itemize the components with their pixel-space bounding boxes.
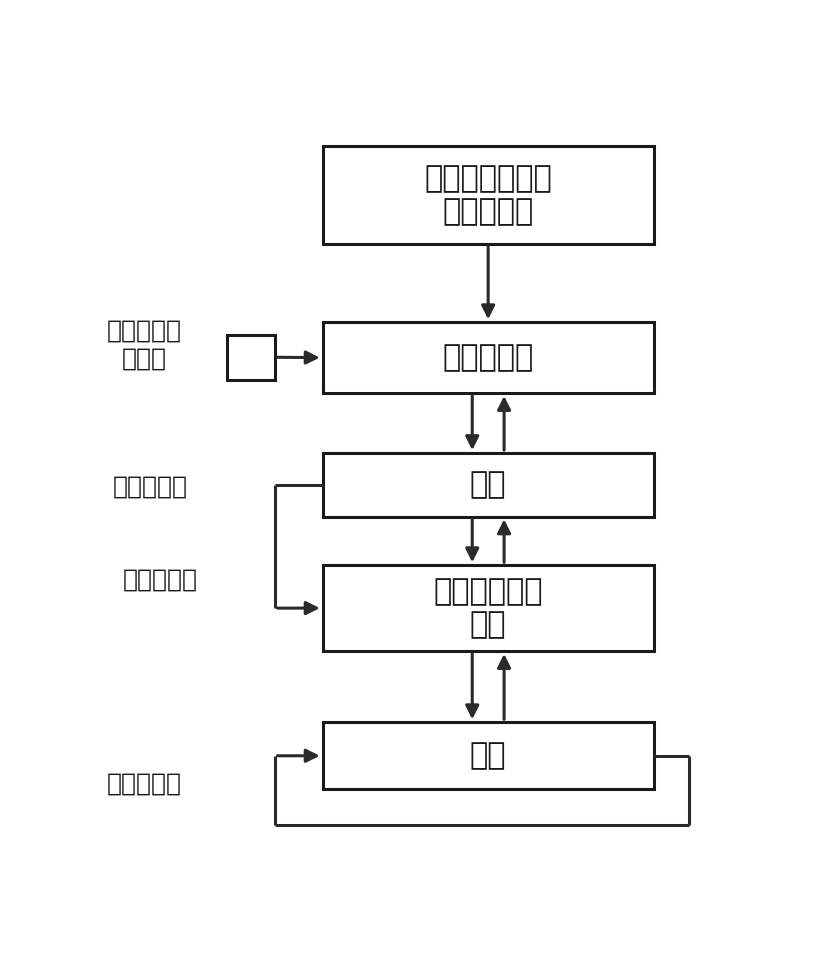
Text: 载荷控制器: 载荷控制器 [113,475,188,499]
Text: 主动指向超静
平台: 主动指向超静 平台 [433,577,543,640]
Text: 快速反射镜: 快速反射镜 [442,343,533,372]
Text: 载荷: 载荷 [470,470,506,499]
Text: 航天器多级系统
动力学建模: 航天器多级系统 动力学建模 [424,164,552,226]
Bar [322,452,653,517]
Text: 快速反射镜
控制器: 快速反射镜 控制器 [107,318,182,371]
Bar [322,147,653,244]
Bar [227,335,275,380]
Text: 作动器分配: 作动器分配 [122,568,197,592]
Text: 星体控制器: 星体控制器 [107,771,182,795]
Bar [322,322,653,393]
Bar [322,722,653,789]
Bar [322,565,653,652]
Text: 星体: 星体 [470,741,506,770]
